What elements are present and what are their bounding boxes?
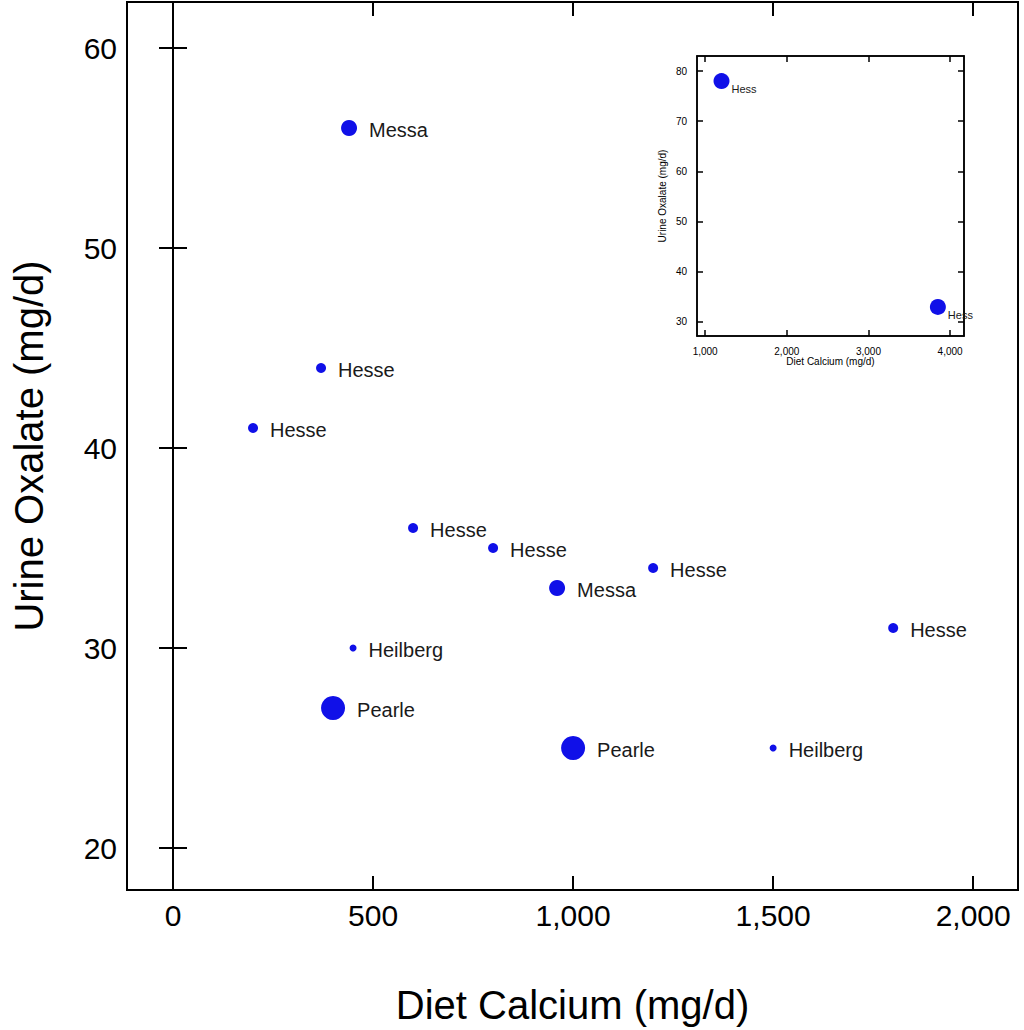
- svg-text:Heilberg: Heilberg: [789, 739, 863, 761]
- svg-text:50: 50: [84, 232, 117, 265]
- svg-text:40: 40: [676, 266, 688, 277]
- svg-text:Heilberg: Heilberg: [369, 639, 443, 661]
- svg-text:Messa: Messa: [577, 579, 637, 601]
- svg-text:70: 70: [676, 116, 688, 127]
- svg-text:Urine Oxalate (mg/d): Urine Oxalate (mg/d): [7, 260, 51, 631]
- svg-text:Hesse: Hesse: [910, 619, 967, 641]
- svg-text:Hesse: Hesse: [338, 359, 395, 381]
- svg-text:Hesse: Hesse: [510, 539, 567, 561]
- svg-text:500: 500: [348, 899, 398, 932]
- svg-text:60: 60: [676, 166, 688, 177]
- svg-text:Hesse: Hesse: [430, 519, 487, 541]
- svg-text:Messa: Messa: [369, 119, 429, 141]
- svg-text:Hess: Hess: [948, 309, 974, 321]
- svg-text:2,000: 2,000: [936, 899, 1011, 932]
- svg-text:1,000: 1,000: [693, 346, 718, 357]
- svg-text:2,000: 2,000: [774, 346, 799, 357]
- svg-text:30: 30: [84, 632, 117, 665]
- svg-text:Diet Calcium (mg/d): Diet Calcium (mg/d): [786, 356, 874, 367]
- svg-text:Hess: Hess: [731, 83, 757, 95]
- svg-text:Pearle: Pearle: [357, 699, 415, 721]
- svg-text:30: 30: [676, 316, 688, 327]
- svg-text:Diet Calcium (mg/d): Diet Calcium (mg/d): [396, 983, 749, 1027]
- svg-text:3,000: 3,000: [856, 346, 881, 357]
- svg-text:4,000: 4,000: [938, 346, 963, 357]
- svg-text:40: 40: [84, 432, 117, 465]
- svg-text:20: 20: [84, 832, 117, 865]
- svg-text:Hesse: Hesse: [270, 419, 327, 441]
- svg-text:1,000: 1,000: [536, 899, 611, 932]
- svg-text:Hesse: Hesse: [670, 559, 727, 581]
- svg-text:60: 60: [84, 32, 117, 65]
- svg-text:1,500: 1,500: [736, 899, 811, 932]
- svg-text:50: 50: [676, 216, 688, 227]
- svg-text:0: 0: [165, 899, 182, 932]
- svg-text:80: 80: [676, 66, 688, 77]
- svg-text:Urine Oxalate (mg/d): Urine Oxalate (mg/d): [657, 150, 668, 243]
- svg-text:Pearle: Pearle: [597, 739, 655, 761]
